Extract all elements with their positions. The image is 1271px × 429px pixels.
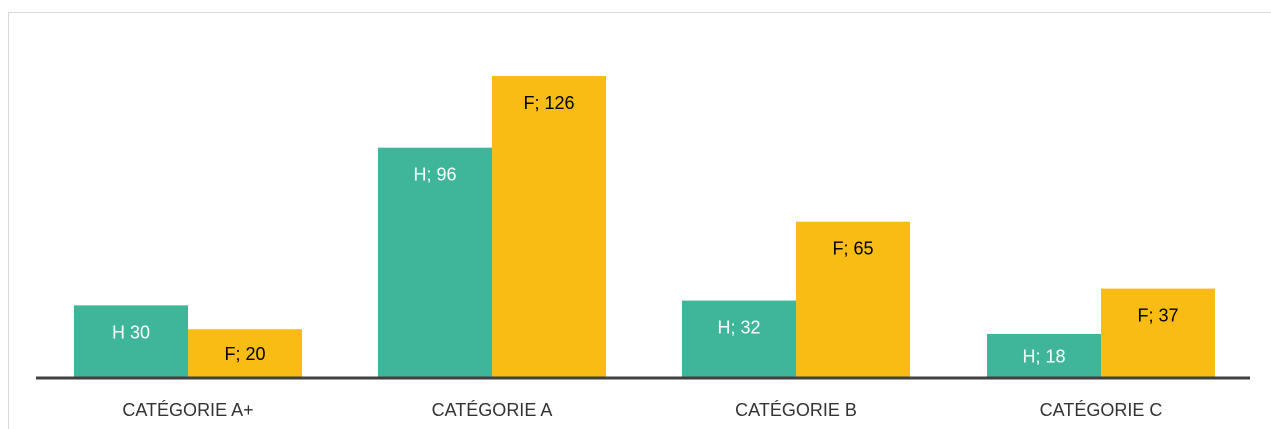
bar-f-3 — [1101, 288, 1215, 377]
bar-f-0 — [188, 329, 302, 377]
data-label-h-0: H 30 — [112, 322, 150, 342]
bar-h-0 — [74, 305, 188, 377]
bar-h-1 — [378, 147, 492, 377]
chart-frame-left — [8, 12, 9, 429]
data-label-h-1: H; 96 — [413, 165, 456, 185]
data-label-h-2: H; 32 — [717, 318, 760, 338]
bar-f-1 — [492, 76, 606, 377]
data-label-f-3: F; 37 — [1137, 306, 1178, 326]
data-label-f-2: F; 65 — [832, 239, 873, 259]
bar-f-2 — [796, 221, 910, 377]
x-tick-label-1: CATÉGORIE A — [432, 400, 553, 420]
chart-frame-top — [8, 12, 1271, 13]
data-label-f-1: F; 126 — [523, 93, 574, 113]
data-label-f-0: F; 20 — [224, 344, 265, 364]
x-tick-label-0: CATÉGORIE A+ — [122, 400, 253, 420]
x-tick-label-3: CATÉGORIE C — [1040, 400, 1163, 420]
x-tick-label-2: CATÉGORIE B — [735, 400, 857, 420]
bar-h-2 — [682, 300, 796, 377]
bar-h-3 — [987, 334, 1101, 377]
data-label-h-3: H; 18 — [1022, 347, 1065, 367]
